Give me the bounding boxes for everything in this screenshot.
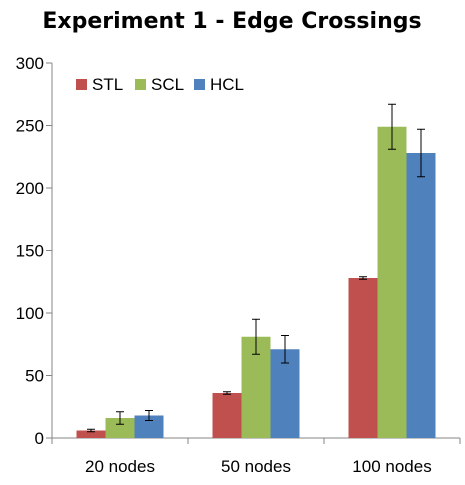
x-tick-labels: 20 nodes 50 nodes 100 nodes [85,457,432,476]
legend: STL SCL HCL [76,75,244,94]
y-tick-label: 200 [16,179,44,198]
legend-label-scl: SCL [151,75,184,94]
bar-hcl [270,349,300,438]
legend-label-hcl: HCL [210,75,244,94]
legend-label-stl: STL [92,75,123,94]
bar-hcl [406,153,436,438]
legend-swatch-hcl [194,79,205,90]
legend-swatch-scl [135,79,146,90]
bar-stl [348,278,378,438]
y-tick-label: 50 [25,367,44,386]
bar-scl [377,126,407,438]
y-tick-labels: 0 50 100 150 200 250 300 [16,54,44,448]
y-tick-label: 150 [16,242,44,261]
y-tick-label: 300 [16,54,44,73]
x-tick-label: 100 nodes [352,457,431,476]
bar-stl [76,430,106,438]
chart-title: Experiment 1 - Edge Crossings [42,9,421,34]
x-tick-label: 20 nodes [85,457,155,476]
bar-scl [105,418,135,438]
y-tick-label: 0 [35,429,44,448]
y-tick-label: 100 [16,304,44,323]
bars [76,126,436,438]
x-tick-label: 50 nodes [221,457,291,476]
bar-stl [212,393,242,438]
bar-hcl [134,415,164,438]
legend-swatch-stl [76,79,87,90]
y-tick-label: 250 [16,117,44,136]
error-bars [87,103,425,433]
